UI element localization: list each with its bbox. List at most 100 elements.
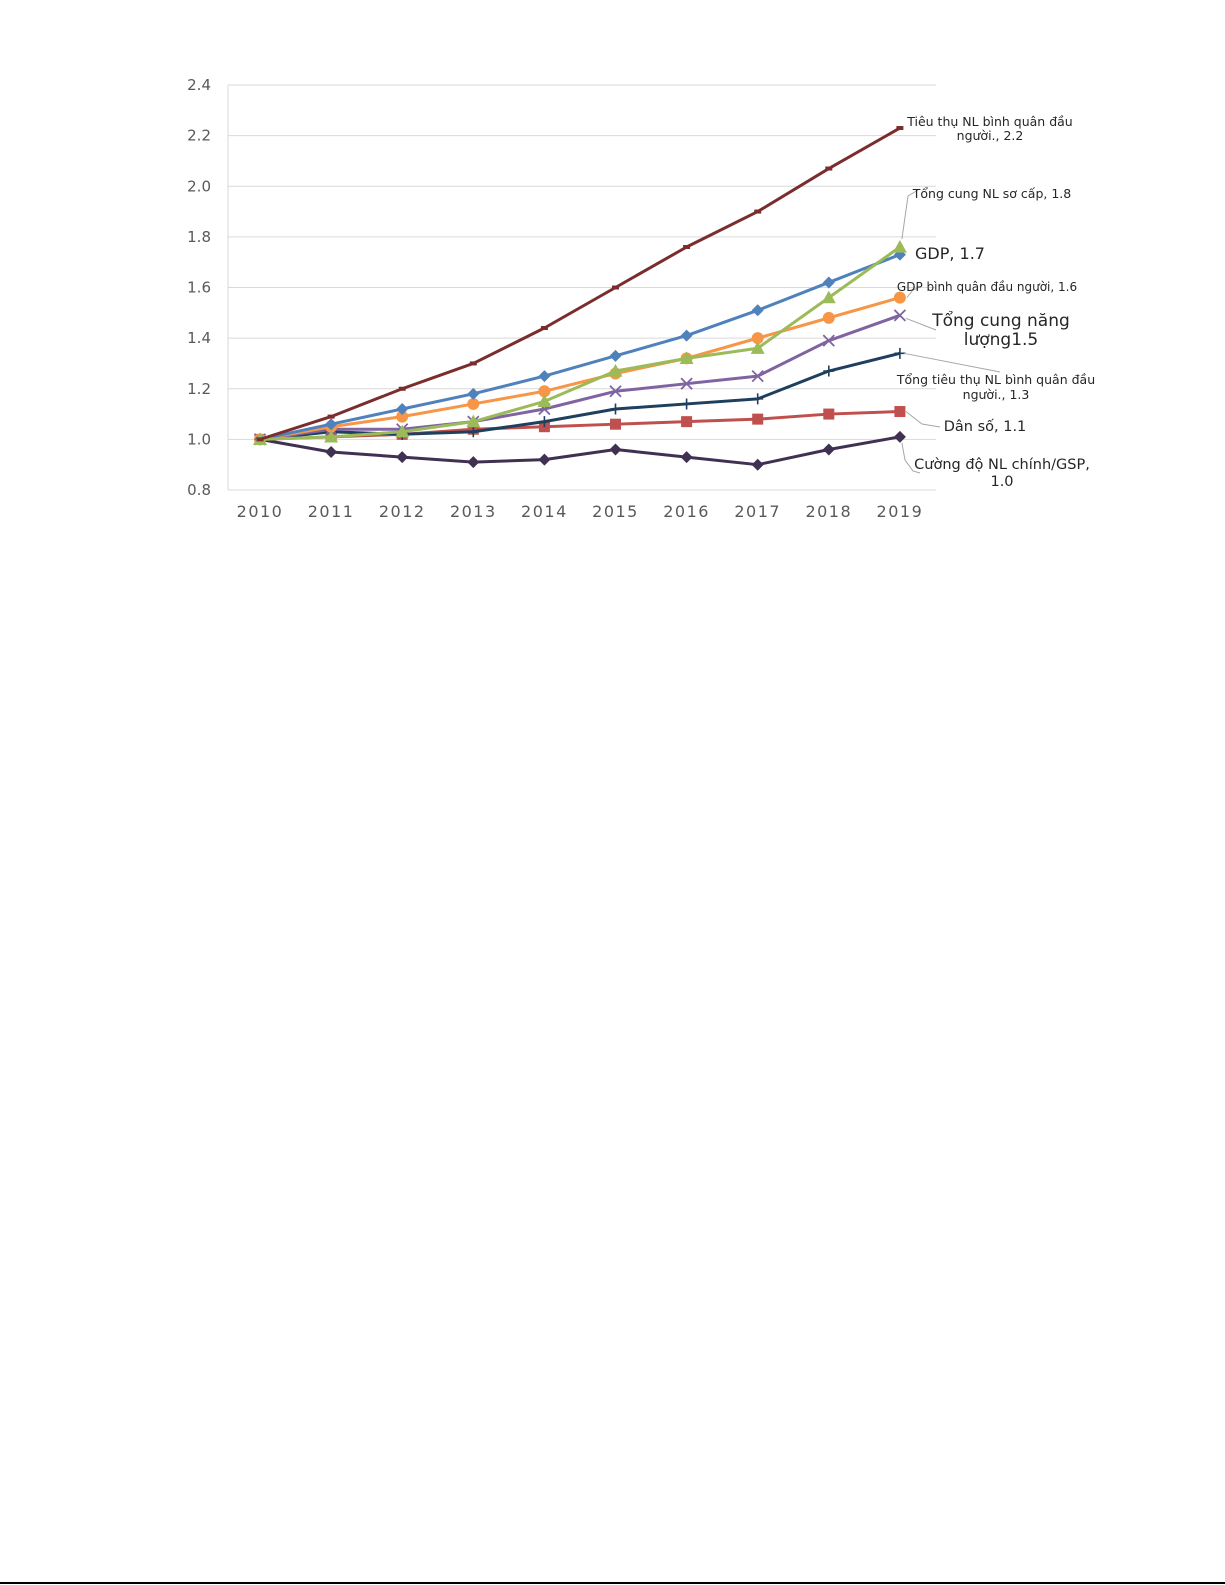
data-point [822,334,835,347]
series-label: Tổng cung năng [931,310,1070,331]
data-point [893,291,906,304]
data-point [750,341,765,354]
y-tick-label: 1.8 [187,228,211,246]
x-tick-label: 2016 [663,502,710,521]
data-point [396,451,409,464]
data-point [894,406,906,418]
data-point [325,418,338,431]
series-group [253,126,907,471]
leader-line [903,352,1001,373]
y-tick-label: 1.6 [187,279,211,297]
data-point [683,245,691,249]
leader-line [905,411,941,428]
data-point [540,326,548,330]
data-point [538,453,551,466]
leader-line [906,287,919,298]
data-point [612,285,619,290]
data-point [467,426,479,438]
data-point [896,126,904,131]
data-point [466,414,481,428]
series-label: người., 2.2 [957,128,1024,143]
x-tick-label: 2018 [805,502,852,521]
data-point [893,309,907,322]
x-tick-label: 2014 [521,502,568,521]
y-tick-label: 1.4 [187,329,211,347]
data-point [398,386,406,391]
y-tick-label: 2.2 [187,127,211,145]
data-point [609,385,622,398]
x-tick-label: 2015 [592,502,639,521]
data-point [751,458,764,471]
series-line [259,296,901,441]
x-tick-label: 2012 [379,502,426,521]
series-label: GDP, 1.7 [915,244,985,263]
data-point [396,410,409,423]
data-point [324,429,339,443]
series-2 [254,248,906,446]
series-line [259,253,901,441]
data-point [822,311,835,324]
series-label: Dân số, 1.1 [944,418,1027,435]
data-point [894,347,906,359]
data-point [609,349,622,362]
x-tick-label: 2010 [237,502,284,521]
gridlines [228,84,936,491]
data-point [681,398,693,410]
data-point [467,456,480,469]
data-point [679,351,694,364]
data-point [467,387,480,400]
data-point [608,364,623,377]
y-tick-label: 2.4 [187,76,211,94]
series-label: lượng1.5 [964,330,1039,350]
y-tick-label: 1.2 [187,380,211,398]
data-point [752,413,764,425]
series-line [259,313,901,441]
series-label: Tổng cung NL sơ cấp, 1.8 [912,186,1072,201]
series-0 [256,126,904,442]
series-line [259,245,901,441]
data-point [893,430,906,443]
x-tick-label: 2019 [877,502,924,521]
x-tick-label: 2017 [734,502,781,521]
data-point [538,385,551,398]
data-point [751,369,764,383]
data-point [538,370,551,383]
data-point [821,290,836,304]
series-label: Tiêu thụ NL bình quân đầu [906,114,1072,129]
data-point [680,377,693,390]
data-point [751,332,764,345]
data-point [327,414,335,419]
series-label: Tổng tiêu thụ NL bình quân đầu [896,372,1095,387]
y-tick-label: 1.0 [187,430,211,448]
data-point [680,329,693,342]
data-point [469,361,477,366]
series-label: GDP bình quân đầu người, 1.6 [897,280,1077,294]
data-point [823,365,835,377]
data-point [680,451,693,464]
data-point [610,418,621,430]
series-label: 1.0 [990,474,1013,490]
leader-line [905,317,937,331]
data-point [681,416,693,428]
series-3 [254,291,906,446]
data-point [395,424,410,438]
x-tick-label: 2013 [450,502,497,521]
data-point [467,397,480,410]
x-tick-label: 2011 [308,502,355,521]
data-point [609,443,622,456]
leader-line [901,442,921,474]
y-tick-label: 2.0 [187,177,211,195]
data-point [538,416,550,428]
data-point [537,394,552,408]
data-point [752,393,764,405]
data-point [822,443,835,456]
y-axis: 0.8 1.0 1.2 1.4 1.6 1.8 2.0 2.2 2.4 [187,76,229,499]
data-point [825,166,833,171]
page-bottom-rule [0,1582,1225,1584]
data-point [751,304,764,317]
data-point [396,403,409,415]
data-point [256,437,264,442]
data-point [754,209,762,214]
